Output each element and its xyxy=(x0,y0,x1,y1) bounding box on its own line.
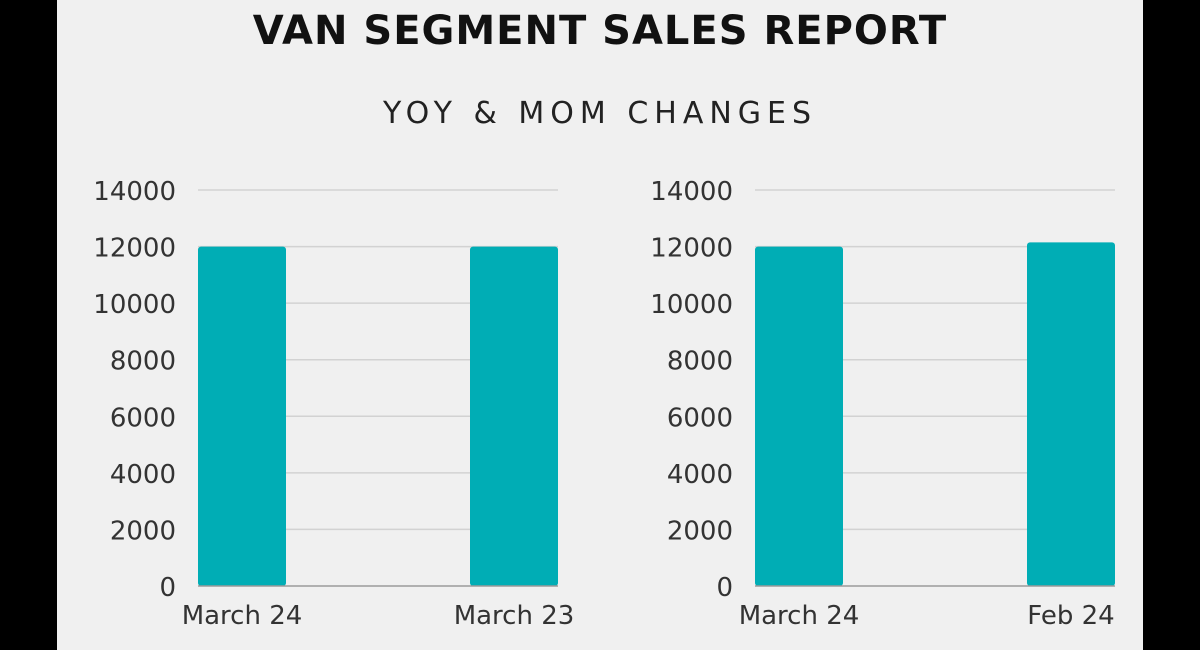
chart-mom: 0 2000 4000 6000 8000 10000 12000 14000 March 24… xyxy=(650,177,1115,631)
y-tick-label: 6000 xyxy=(110,403,176,433)
y-tick-label: 14000 xyxy=(93,177,176,207)
bar xyxy=(198,246,286,587)
report-subtitle: YOY & MOM CHANGES xyxy=(382,96,818,131)
chart-yoy: 0 2000 4000 6000 8000 10000 12000 14000 March 24… xyxy=(93,177,574,631)
x-category-label: March 24 xyxy=(739,601,860,631)
y-tick-label: 12000 xyxy=(93,234,176,264)
bar xyxy=(755,246,843,587)
bar xyxy=(470,246,558,587)
y-tick-label: 8000 xyxy=(667,347,733,377)
x-category-label: March 24 xyxy=(182,601,303,631)
y-tick-label: 14000 xyxy=(650,177,733,207)
y-tick-label: 8000 xyxy=(110,347,176,377)
bar xyxy=(1027,242,1115,587)
y-tick-label: 12000 xyxy=(650,234,733,264)
y-tick-label: 0 xyxy=(159,573,176,603)
x-category-label: Feb 24 xyxy=(1027,601,1114,631)
y-tick-label: 6000 xyxy=(667,403,733,433)
y-tick-label: 4000 xyxy=(667,460,733,490)
y-tick-label: 0 xyxy=(716,573,733,603)
y-tick-label: 10000 xyxy=(650,290,733,320)
x-category-label: March 23 xyxy=(454,601,575,631)
y-tick-label: 4000 xyxy=(110,460,176,490)
y-tick-label: 2000 xyxy=(667,516,733,546)
y-tick-label: 10000 xyxy=(93,290,176,320)
y-tick-label: 2000 xyxy=(110,516,176,546)
report-title: VAN SEGMENT SALES REPORT xyxy=(252,8,948,54)
